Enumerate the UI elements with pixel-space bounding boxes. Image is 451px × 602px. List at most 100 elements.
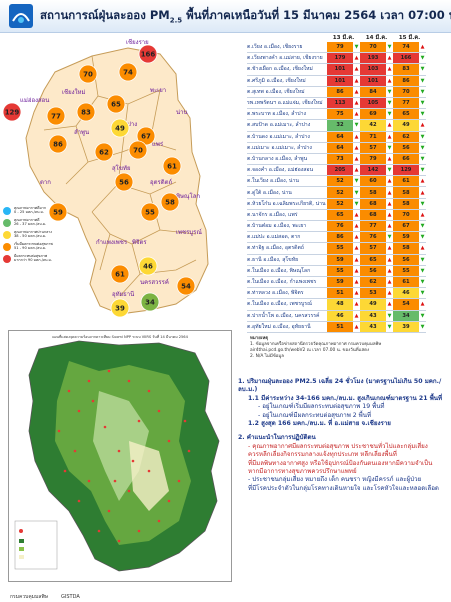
pm25-value: 64 <box>327 142 353 154</box>
svg-text:59: 59 <box>53 209 63 217</box>
advice-line: ที่มีโรคประจำตัวในกลุ่มโรคทางเดินหายใจ แ… <box>248 484 439 492</box>
pm25-value: 32 <box>327 119 353 132</box>
pm25-value: 86 <box>327 86 353 98</box>
trend-up-icon: ▲ <box>386 265 393 277</box>
province-label: เชียงใหม่ <box>62 88 85 96</box>
legend-item: มีผลกระทบต่อสุขภาพ มากกว่า 90 มคก./ลบ.ม. <box>3 254 63 263</box>
pm25-value: 68 <box>360 209 386 222</box>
trend-down-icon: ▼ <box>386 97 393 110</box>
table-row: ต.นาจักร อ.เมือง, แพร่ 65 ▲ 68 ▲ 70 ▲ <box>247 209 426 222</box>
table-row: ต.ช้างเผือก อ.เมือง, เชียงใหม่ 101 ▲ 103 ▲ 83… <box>247 63 426 76</box>
table-row: ต.บ้านกลาง อ.เมือง, ลำพูน 73 ▲ 79 ▲ 66 ▼ <box>247 153 426 166</box>
pm25-marker: 74 <box>118 62 138 82</box>
pm25-value: 59 <box>327 276 353 289</box>
legend-swatch-icon <box>3 255 11 263</box>
table-row: ต.สุเทพ อ.เมือง, เชียงใหม่ 86 ▲ 84 ▼ 70 ▼ <box>247 86 426 98</box>
legend-swatch-icon <box>3 219 11 227</box>
table-row: ต.เวียง อ.เมือง, เชียงราย 79 ▼ 70 ▼ 74 ▲ <box>247 42 426 54</box>
pm25-marker: 58 <box>160 192 180 212</box>
pm25-marker: 86 <box>48 134 68 154</box>
trend-up-icon: ▲ <box>353 310 360 322</box>
trend-down-icon: ▼ <box>419 63 426 76</box>
legend-item: คุณภาพอากาศปานกลาง 38 - 50 มคก./ลบ.ม. <box>3 230 63 239</box>
trend-up-icon: ▲ <box>386 242 393 255</box>
pm25-value: 86 <box>393 75 419 87</box>
pm25-value: 76 <box>327 220 353 233</box>
hotspot-dot <box>103 425 107 429</box>
pm25-value: 51 <box>327 321 353 333</box>
trend-down-icon: ▼ <box>419 220 426 233</box>
pm25-marker: 56 <box>114 172 134 192</box>
svg-text:129: 129 <box>5 109 20 117</box>
province-label: อุทัยธานี <box>112 290 134 298</box>
pm25-value: 79 <box>360 153 386 166</box>
pm25-value: 55 <box>393 265 419 277</box>
trend-up-icon: ▲ <box>419 209 426 222</box>
province-label: พิจิตร <box>132 239 147 246</box>
station-name: ต.ช้างเผือก อ.เมือง, เชียงใหม่ <box>247 63 327 76</box>
advice-line: ที่มีมลพิษทางอากาศสูง หรือใช้อุปกรณ์ป้อง… <box>248 459 433 467</box>
hotspot-dot <box>187 449 191 453</box>
table-row: ต.แม่ปะ อ.แม่สอด, ตาก 86 ▲ 76 ▼ 59 ▼ <box>247 231 426 244</box>
pm25-marker: 129 <box>2 102 22 122</box>
table-row: ต.ท่าหลวง อ.เมือง, พิจิตร 51 ▲ 53 ▲ 46 ▼ <box>247 287 426 300</box>
pm25-value: 46 <box>327 310 353 322</box>
hotspot-dot <box>107 509 111 513</box>
province-label: เพชรบูรณ์ <box>176 228 202 236</box>
hotspot-dot <box>63 469 67 473</box>
trend-up-icon: ▲ <box>353 298 360 311</box>
trend-up-icon: ▲ <box>353 242 360 255</box>
summary-line: 1.1 มีค่าระหว่าง 34-166 มคก./ลบ.ม. สูงเก… <box>248 394 443 402</box>
page-title: สถานการณ์ฝุ่นละออง PM2.5 พื้นที่ภาคเหนือ… <box>40 8 451 25</box>
pm25-marker: 39 <box>110 298 130 318</box>
province-label: พิษณุโลก <box>176 192 200 200</box>
trend-up-icon: ▲ <box>353 209 360 222</box>
table-row: รพ.เทพรัตนฯ อ.แม่แจ่ม, เชียงใหม่ 113 ▲ 105 ▼… <box>247 97 426 110</box>
hotspot-dot <box>167 439 171 443</box>
province-label: น่าน <box>176 109 188 116</box>
trend-up-icon: ▲ <box>353 265 360 277</box>
table-row: ต.ท่าอิฐ อ.เมือง, อุตรดิตถ์ 55 ▲ 57 ▲ 58 ▲ <box>247 242 426 255</box>
station-name: ต.นาจักร อ.เมือง, แพร่ <box>247 209 327 222</box>
svg-text:70: 70 <box>133 147 143 155</box>
station-name: ต.ดู่ใต้ อ.เมือง, น่าน <box>247 186 327 199</box>
pm25-value: 52 <box>327 198 353 210</box>
pm25-value: 65 <box>393 108 419 121</box>
pm25-marker: 77 <box>46 106 66 126</box>
legend-label: เริ่มมีผลกระทบต่อสุขภาพ 51 - 90 มคก./ลบ.ม… <box>14 242 53 251</box>
station-name: ต.ในเมือง อ.เมือง, เพชรบูรณ์ <box>247 298 327 311</box>
province-label: สุโขทัย <box>112 164 130 172</box>
trend-down-icon: ▼ <box>386 164 393 177</box>
pm25-value: 105 <box>360 97 386 110</box>
trend-up-icon: ▲ <box>353 108 360 121</box>
pm25-marker: 61 <box>110 264 130 284</box>
pm25-value: 70 <box>360 42 386 54</box>
pm25-value: 43 <box>360 321 386 333</box>
trend-up-icon: ▲ <box>353 287 360 300</box>
pm25-value: 71 <box>360 131 386 143</box>
svg-text:70: 70 <box>83 71 93 79</box>
trend-down-icon: ▼ <box>419 52 426 65</box>
trend-down-icon: ▼ <box>386 310 393 322</box>
hotspot-dot <box>97 529 101 533</box>
legend-item: คุณภาพอากาศดีมาก 0 - 25 มคก./ลบ.ม. <box>3 206 63 215</box>
hotspot-dot <box>127 489 131 493</box>
pm25-value: 39 <box>393 321 419 333</box>
table-row: ต.เวียงพางคำ อ.แม่สาย, เชียงราย 179 ▲ 193 ▲ 1… <box>247 52 426 65</box>
trend-down-icon: ▼ <box>419 97 426 110</box>
pm25-value: 65 <box>360 254 386 266</box>
pm25-value: 101 <box>360 75 386 87</box>
hotspot-dot <box>157 519 161 523</box>
pm25-value: 59 <box>327 254 353 266</box>
pm25-value: 53 <box>360 287 386 300</box>
pm25-value: 43 <box>360 310 386 322</box>
legend-label: คุณภาพอากาศปานกลาง 38 - 50 มคก./ลบ.ม. <box>14 230 53 239</box>
legend-label: คุณภาพอากาศดีมาก 0 - 25 มคก./ลบ.ม. <box>14 206 47 215</box>
trend-up-icon: ▲ <box>386 209 393 222</box>
pm25-value: 55 <box>327 242 353 255</box>
hotspot-dot <box>87 479 91 483</box>
pm25-value: 46 <box>393 287 419 300</box>
pm25-marker: 65 <box>106 94 126 114</box>
pm25-marker: 70 <box>78 64 98 84</box>
trend-up-icon: ▲ <box>353 276 360 289</box>
